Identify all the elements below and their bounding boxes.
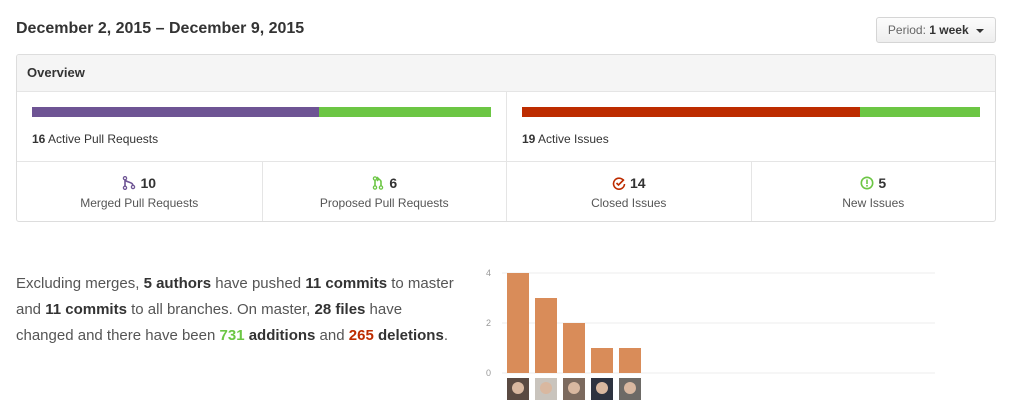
additions-count: 731 (219, 327, 245, 344)
deletions-count: 265 (348, 327, 374, 344)
y-tick-label: 2 (486, 318, 491, 328)
y-tick-label: 0 (486, 368, 491, 378)
master-commits-count[interactable]: 11 commits (305, 275, 388, 292)
active-issues-label: Active Issues (538, 132, 609, 146)
git-pull-request-icon (373, 176, 384, 190)
new-segment[interactable] (859, 107, 980, 117)
issue-opened-icon (860, 176, 874, 190)
merged-segment[interactable] (32, 107, 319, 117)
new-issues-count: 5 (878, 175, 887, 191)
author-avatar[interactable] (591, 378, 613, 400)
author-avatar[interactable] (507, 378, 529, 400)
summary-text: . (443, 327, 448, 344)
stat-closed-issues[interactable]: 14 Closed Issues (506, 162, 751, 221)
overview-title: Overview (17, 55, 995, 92)
summary-text: have changed and there have been (16, 301, 403, 344)
all-branches-commits-count[interactable]: 11 commits (45, 301, 127, 318)
period-label: Period: (887, 23, 926, 37)
stat-new-issues[interactable]: 5 New Issues (750, 162, 996, 221)
commit-bar[interactable] (507, 273, 529, 373)
stat-proposed-pull-requests[interactable]: 6 Proposed Pull Requests (261, 162, 507, 221)
summary-text: and (315, 327, 349, 344)
overview-bars: 16 Active Pull Requests 19 Active Issues (17, 92, 995, 162)
active-issues-count: 19 (522, 132, 536, 146)
summary-text: to all branches. On master, (126, 301, 315, 318)
closed-segment[interactable] (522, 107, 860, 117)
y-tick-label: 4 (486, 268, 491, 278)
merged-pull-requests-label: Merged Pull Requests (80, 196, 199, 210)
proposed-pull-requests-label: Proposed Pull Requests (319, 196, 449, 210)
period-value: 1 week (929, 23, 969, 37)
closed-issues-label: Closed Issues (591, 196, 667, 210)
files-changed-count[interactable]: 28 files (314, 301, 366, 318)
period-dropdown-button[interactable]: Period: 1 week (875, 17, 996, 43)
issue-closed-icon (612, 177, 626, 190)
commits-by-author-chart: 0 2 4 (486, 268, 935, 400)
closed-issues-count: 14 (629, 175, 646, 191)
additions-label: additions (248, 327, 316, 344)
date-range-title: December 2, 2015 – December 9, 2015 (16, 20, 305, 37)
author-avatar[interactable] (619, 378, 641, 400)
issues-ratio-bar[interactable] (522, 107, 980, 117)
commit-bar[interactable] (535, 298, 557, 373)
commit-bar[interactable] (619, 348, 641, 373)
authors-count[interactable]: 5 authors (143, 275, 212, 292)
active-pull-requests-caption: 16 Active Pull Requests (32, 132, 491, 146)
proposed-pull-requests-count: 6 (389, 175, 398, 191)
commit-summary: Excluding merges, 5 authors have pushed … (16, 271, 456, 349)
proposed-segment[interactable] (318, 107, 491, 117)
active-pull-requests-label: Active Pull Requests (48, 132, 159, 146)
active-pull-requests-count: 16 (32, 132, 46, 146)
pull-requests-ratio-bar[interactable] (32, 107, 491, 117)
active-issues-caption: 19 Active Issues (522, 132, 980, 146)
merged-pull-requests-count: 10 (140, 175, 157, 191)
pull-requests-summary: 16 Active Pull Requests (17, 92, 506, 161)
issues-summary: 19 Active Issues (506, 92, 995, 161)
git-merge-icon (123, 176, 136, 190)
summary-text: to master and (16, 275, 454, 318)
stat-merged-pull-requests[interactable]: 10 Merged Pull Requests (17, 162, 262, 221)
overview-panel: Overview 16 Active Pull Requests 19 Acti… (16, 54, 996, 222)
new-issues-label: New Issues (842, 196, 905, 210)
commit-bar[interactable] (591, 348, 613, 373)
commit-bar[interactable] (563, 323, 585, 373)
author-avatar[interactable] (535, 378, 557, 400)
author-avatar[interactable] (563, 378, 585, 400)
summary-text: have pushed (211, 275, 306, 292)
overview-stats: 10 Merged Pull Requests 6 Proposed Pull … (17, 162, 995, 221)
deletions-label: deletions (377, 327, 444, 344)
caret-down-icon (976, 28, 984, 33)
summary-text: Excluding merges, (16, 275, 144, 292)
